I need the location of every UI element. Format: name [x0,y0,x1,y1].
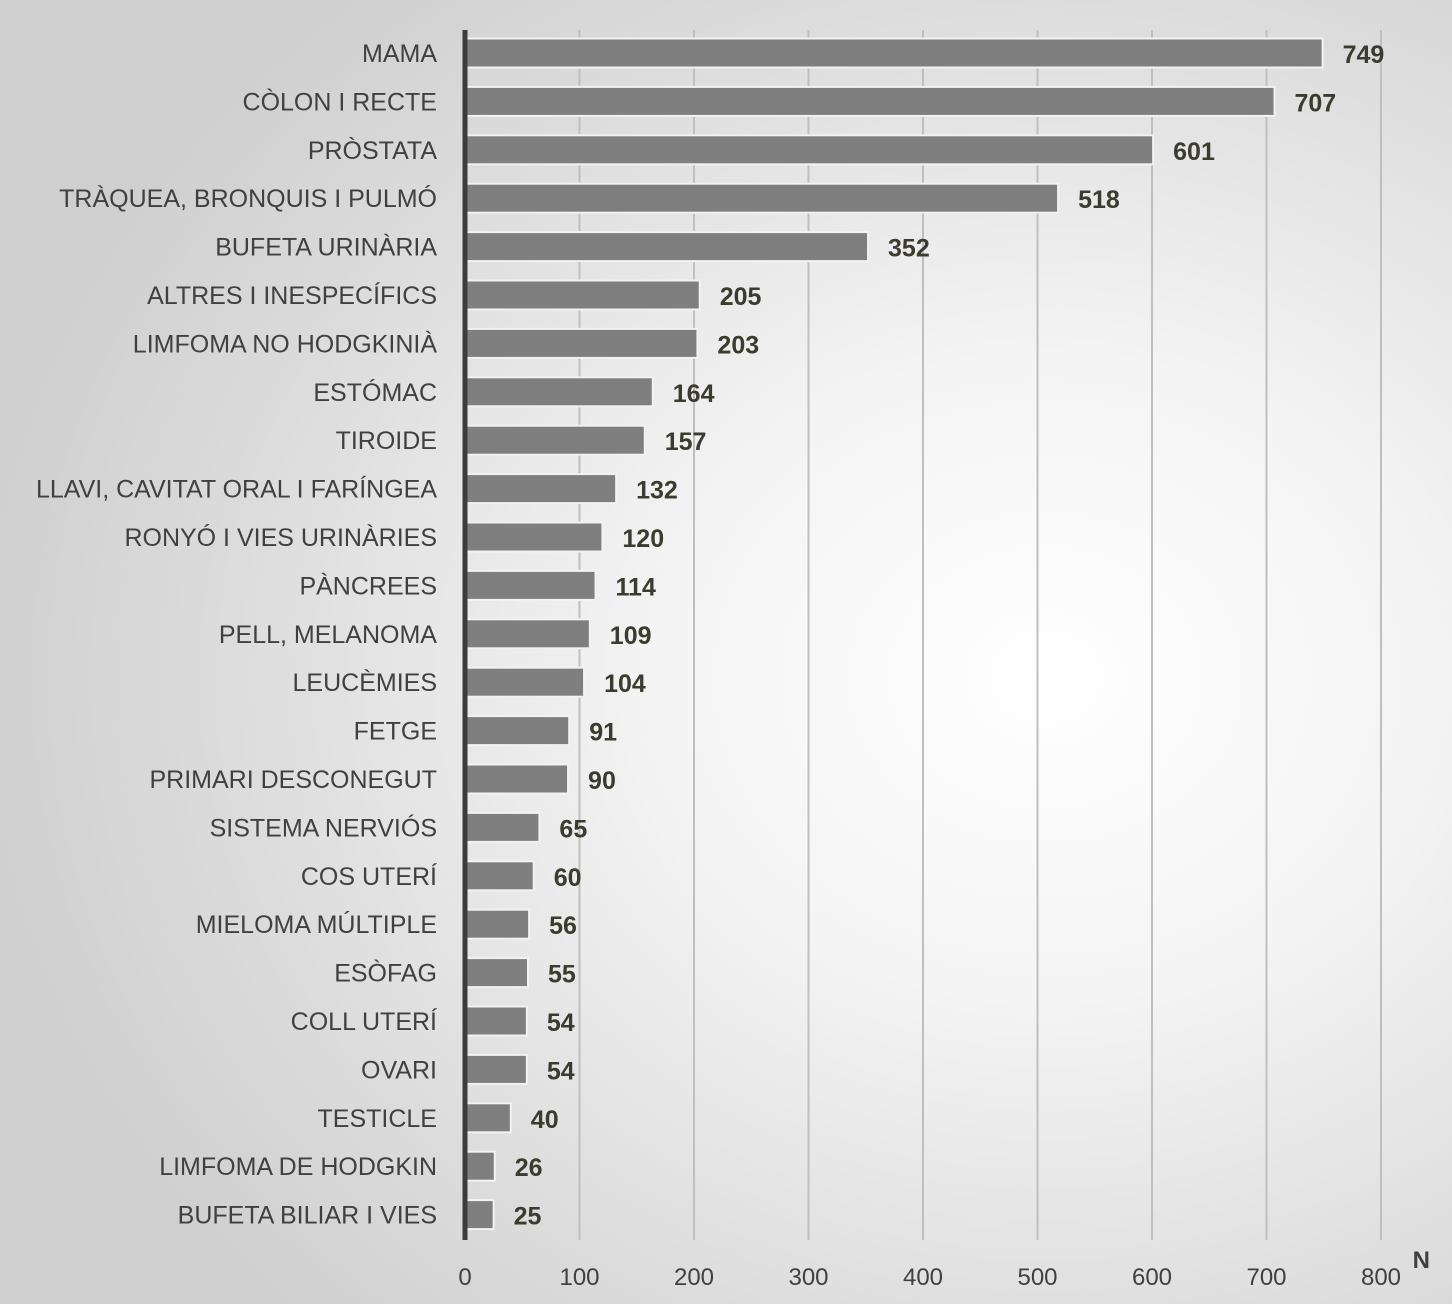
bar [464,860,535,892]
value-label: 25 [514,1203,542,1231]
bar [464,908,531,940]
category-label: BUFETA URINÀRIA [215,233,437,262]
value-label: 91 [589,719,617,747]
value-label: 26 [515,1154,543,1182]
bar [464,424,646,456]
value-label: 518 [1078,186,1120,214]
x-tick-label: 200 [674,1264,714,1291]
value-label: 203 [717,331,759,359]
bar [464,473,618,505]
value-label: 707 [1295,89,1337,117]
x-tick-label: 100 [559,1264,599,1291]
bar [464,1053,528,1085]
category-label: COS UTERÍ [301,862,437,891]
value-label: 114 [616,573,656,601]
bar [464,279,701,311]
bar [464,1199,495,1231]
value-label: 60 [554,864,582,892]
bars [464,37,1324,1231]
category-label: BUFETA BILIAR I VIES [178,1202,437,1230]
category-label: PRÒSTATA [308,136,438,165]
bar [464,569,597,601]
bar [464,1150,496,1182]
category-label: SISTEMA NERVIÓS [210,813,437,842]
value-label: 55 [548,961,576,989]
value-label: 90 [588,767,616,795]
category-label: ESTÓMAC [313,378,437,407]
category-label: LLAVI, CAVITAT ORAL I FARÍNGEA [36,475,437,504]
value-label: 104 [604,670,646,698]
category-label: PELL, MELANOMA [219,621,437,649]
bar [464,1102,512,1134]
category-label: TESTICLE [318,1105,437,1133]
category-label: MIELOMA MÚLTIPLE [196,910,437,939]
x-tick-label: 0 [458,1264,471,1291]
bar [464,811,541,843]
category-labels: MAMA CÒLON I RECTE PRÒSTATA TRÀQUEA, BRONQU… [36,40,437,1230]
x-tick-label: 700 [1246,1264,1286,1291]
category-label: LIMFOMA DE HODGKIN [159,1153,437,1181]
category-label: PRIMARI DESCONEGUT [149,766,437,794]
x-axis-unit-label: N [1413,1247,1430,1274]
value-label: 132 [636,477,678,505]
category-label: COLL UTERÍ [291,1007,437,1036]
category-label: PÀNCREES [299,571,437,600]
bar [464,618,591,650]
value-label: 120 [622,525,664,553]
category-label: ALTRES I INESPECÍFICS [147,281,437,310]
value-label: 157 [665,428,707,456]
category-label: MAMA [362,40,437,68]
bar [464,231,870,263]
value-label: 205 [720,283,762,311]
category-label: LIMFOMA NO HODGKINIÀ [133,329,438,358]
category-label: OVARI [361,1056,437,1084]
x-tick-label: 800 [1361,1264,1401,1291]
bar [464,763,570,795]
value-label: 54 [547,1057,575,1085]
bar [464,1005,528,1037]
value-label: 56 [549,912,577,940]
value-label: 54 [547,1009,575,1037]
category-label: ESÒFAG [334,959,437,988]
bar [464,957,529,989]
value-label: 601 [1173,138,1215,166]
value-label: 164 [673,380,715,408]
x-tick-label: 500 [1017,1264,1057,1291]
bar [464,376,654,408]
value-label: 749 [1343,41,1385,69]
category-label: TIROIDE [336,427,437,455]
bar [464,134,1155,166]
value-label: 40 [531,1106,559,1134]
category-label: RONYÓ I VIES URINÀRIES [124,523,437,552]
category-label: LEUCÈMIES [293,668,437,697]
value-label: 109 [610,622,652,650]
category-label: FETGE [354,718,437,746]
x-tick-label: 300 [788,1264,828,1291]
bar [464,85,1276,117]
x-tick-label: 400 [903,1264,943,1291]
bar [464,666,586,698]
bar [464,182,1060,214]
bar [464,521,604,553]
tick-labels: 0 100 200 300 400 500 600 700 800 [458,1264,1401,1291]
bar [464,37,1324,69]
bar [464,715,571,747]
value-label: 65 [559,815,587,843]
value-label: 352 [888,235,930,263]
category-label: TRÀQUEA, BRONQUIS I PULMÓ [59,184,437,213]
x-tick-label: 600 [1132,1264,1172,1291]
bar [464,327,699,359]
category-label: CÒLON I RECTE [243,87,437,116]
